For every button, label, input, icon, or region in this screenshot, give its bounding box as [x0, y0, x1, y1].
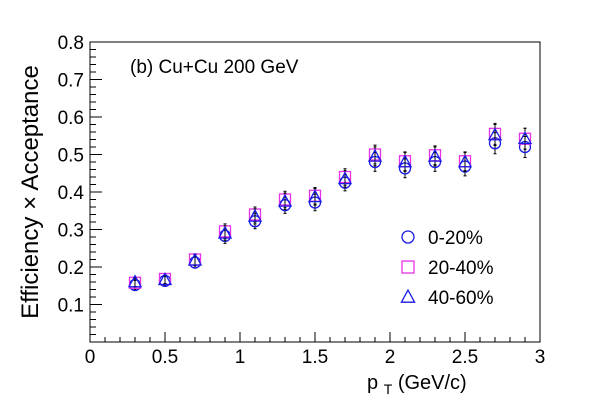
y-tick-label: 0.2 [58, 258, 84, 279]
x-axis-title-main: p [367, 372, 378, 394]
legend-label: 40-60% [428, 288, 494, 309]
y-tick-label: 0.7 [58, 71, 84, 92]
x-axis-title-subscript: T [384, 381, 393, 397]
legend-marker-square [401, 260, 415, 274]
y-axis-title: Efficiency × Acceptance [17, 65, 44, 319]
data-point-triangle [157, 272, 173, 286]
data-point-triangle [247, 208, 263, 222]
y-tick-label: 0.1 [58, 296, 84, 317]
legend-label: 0-20% [428, 228, 483, 249]
x-tick-label: 0 [85, 347, 96, 368]
data-point-triangle [427, 148, 443, 162]
x-tick-label: 1 [235, 347, 246, 368]
data-point-triangle [217, 225, 233, 239]
legend-marker-triangle [400, 288, 416, 303]
x-tick-label: 3 [535, 347, 546, 368]
x-tick-label: 2.5 [452, 347, 478, 368]
y-tick-label: 0.4 [58, 183, 85, 204]
data-point-triangle [277, 193, 293, 207]
x-tick-label: 2 [385, 347, 396, 368]
data-marks [127, 122, 533, 292]
x-tick-label: 0.5 [152, 347, 178, 368]
y-tick-label: 0.6 [58, 108, 84, 129]
y-tick-label: 0.3 [58, 221, 84, 242]
x-axis-title-rest: (GeV/c) [398, 372, 467, 394]
y-tick-label: 0.5 [58, 146, 84, 167]
data-point-triangle [187, 252, 203, 266]
axes: 0.1 0.2 0.3 0.4 0.5 0.6 0.7 0.8 0 0.5 1 1.5 2 2.5 3 [58, 33, 546, 368]
data-point-triangle [487, 127, 503, 141]
legend: 0-20% 20-40% 40-60% [400, 228, 494, 309]
legend-marker-circle [401, 230, 415, 244]
x-axis-title: p T (GeV/c) [367, 372, 467, 399]
legend-label: 20-40% [428, 258, 494, 279]
data-point-triangle [307, 189, 323, 203]
data-point-triangle [517, 131, 533, 145]
series-triangle [127, 124, 533, 288]
data-point-triangle [127, 274, 143, 288]
data-point-triangle [457, 154, 473, 168]
y-tick-label: 0.8 [58, 33, 84, 54]
chart-annotation: (b) Cu+Cu 200 GeV [130, 57, 299, 78]
data-point-triangle [337, 171, 353, 185]
data-point-triangle [397, 154, 413, 168]
x-tick-label: 1.5 [302, 347, 328, 368]
data-point-triangle [367, 148, 383, 162]
